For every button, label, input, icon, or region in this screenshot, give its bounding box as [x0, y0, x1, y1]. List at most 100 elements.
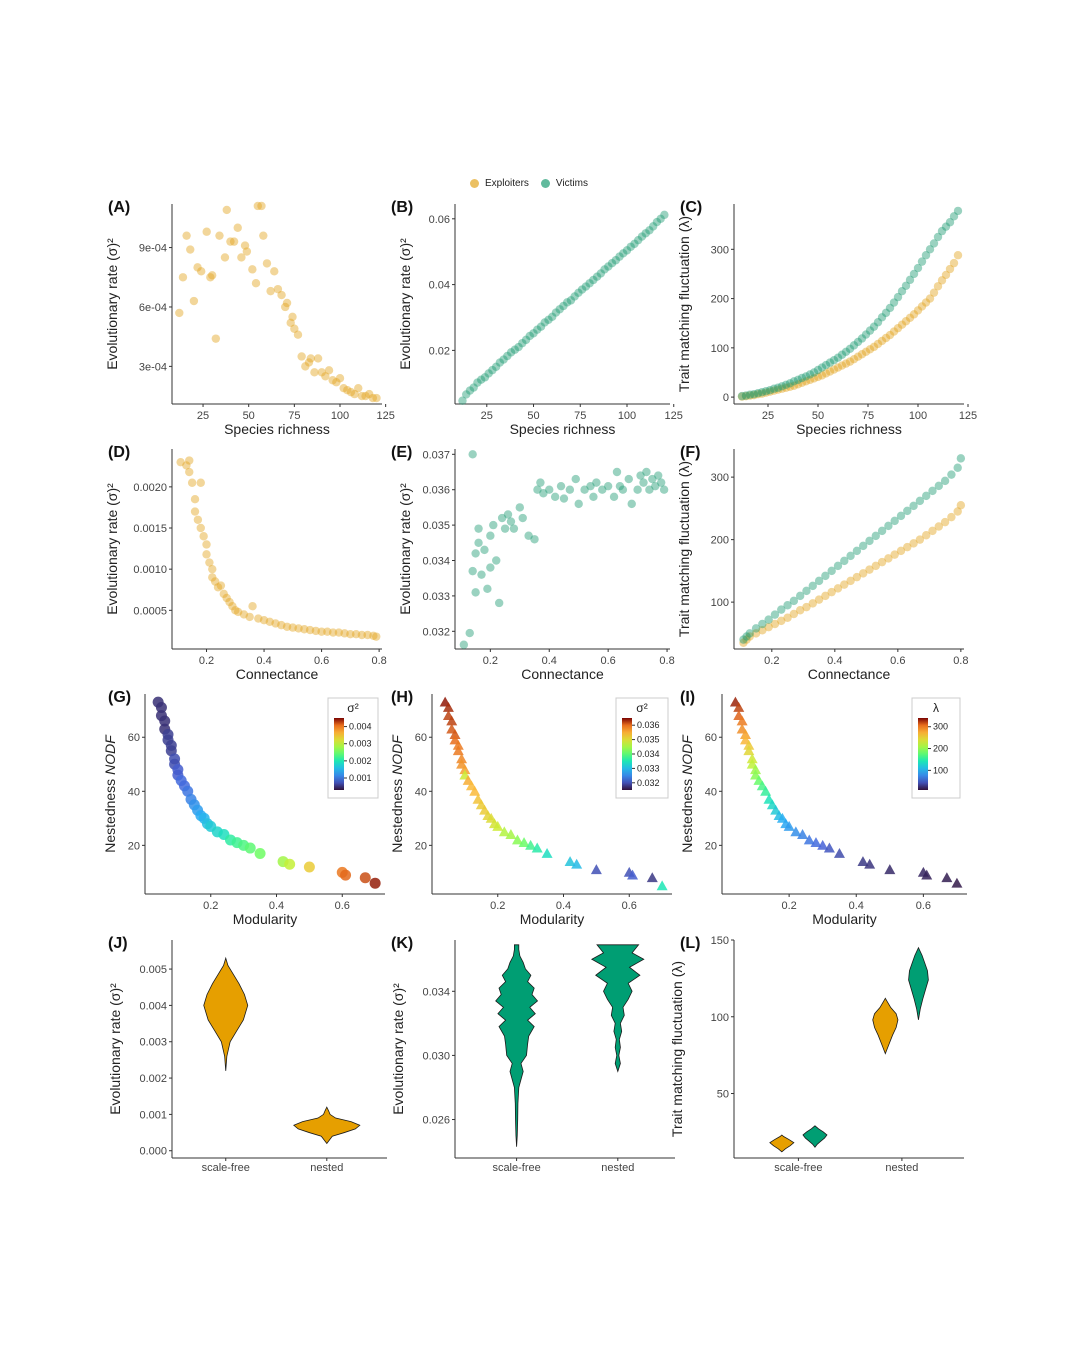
data-point — [745, 632, 754, 641]
data-point — [654, 471, 663, 480]
x-axis-label: Modularity — [233, 911, 298, 927]
data-point — [471, 588, 480, 597]
data-point — [197, 267, 206, 276]
data-point — [801, 372, 811, 381]
data-point — [761, 388, 771, 397]
data-point — [877, 313, 887, 322]
panel-f: 100 200 300 0.2 0.4 0.6 0.8 Connectance Trait ma… — [676, 449, 968, 682]
data-point — [823, 842, 835, 853]
data-point — [277, 290, 286, 300]
x-tick-label: 125 — [959, 410, 977, 422]
y-tick-label: 0.026 — [422, 1115, 450, 1127]
panel-label-d: (D) — [108, 444, 131, 461]
data-point — [852, 572, 862, 582]
data-point — [193, 515, 203, 524]
y-axis-label: Evolutionary rate (σ)² — [397, 483, 413, 615]
y-tick-label: 200 — [711, 294, 729, 306]
data-point — [873, 318, 883, 327]
data-point — [928, 526, 937, 536]
data-point — [642, 467, 651, 477]
data-point — [814, 576, 824, 586]
data-point — [207, 271, 217, 280]
data-point — [503, 351, 512, 361]
panel-b: 0.02 0.04 0.06 25 50 75 100 125 Species richness… — [397, 204, 683, 437]
colorbar-tick-label: 0.035 — [637, 735, 660, 745]
data-point — [363, 630, 372, 640]
x-tick-label: 125 — [376, 410, 394, 422]
data-point — [641, 229, 650, 238]
y-axis-label: Nestedness NODF — [389, 734, 405, 853]
data-point — [925, 245, 935, 254]
panel-c: 0 100 200 300 25 50 75 100 125 Species richness Tr… — [676, 204, 977, 437]
data-point — [933, 232, 943, 242]
data-point — [618, 485, 628, 494]
data-point — [921, 298, 931, 307]
data-point — [281, 302, 290, 312]
x-tick-label: 0.4 — [256, 655, 271, 667]
data-point — [596, 269, 606, 278]
data-point — [310, 368, 319, 377]
data-point — [607, 259, 617, 268]
y-tick-label: 0.000 — [139, 1146, 167, 1158]
data-point — [503, 510, 513, 519]
colorbar-tick-label: 100 — [933, 765, 948, 775]
x-tick-label: 0.6 — [601, 655, 616, 667]
data-point — [885, 303, 895, 313]
y-tick-label: 0.002 — [139, 1073, 167, 1085]
data-point — [947, 470, 956, 479]
data-point — [458, 396, 467, 405]
y-tick-label: 40 — [128, 786, 140, 798]
x-tick-label: 50 — [243, 410, 255, 422]
data-point — [603, 481, 613, 491]
colorbar-tick-label: 0.034 — [637, 749, 660, 759]
data-point — [564, 856, 576, 866]
data-point — [202, 227, 211, 236]
data-point — [793, 380, 803, 389]
violin — [293, 1106, 361, 1145]
data-point — [300, 625, 309, 634]
panel-label-a: (A) — [108, 199, 131, 216]
colorbar-tick-label: 0.001 — [349, 773, 372, 783]
data-point — [339, 383, 348, 393]
x-tick-label: 0.6 — [314, 655, 329, 667]
x-tick-label: 0.4 — [849, 900, 864, 912]
data-point — [777, 605, 786, 614]
data-point — [809, 368, 819, 377]
data-point — [857, 856, 869, 866]
data-point — [574, 499, 583, 509]
data-point — [627, 869, 639, 880]
y-tick-label: 0.037 — [422, 449, 450, 461]
data-point — [746, 753, 758, 764]
data-point — [858, 569, 868, 578]
data-point — [590, 864, 602, 875]
data-point — [624, 474, 633, 484]
data-point — [893, 292, 903, 302]
data-point — [809, 374, 819, 383]
data-point — [615, 252, 624, 261]
data-point — [865, 536, 874, 546]
data-point — [915, 496, 925, 506]
data-point — [456, 753, 468, 764]
violin — [769, 1134, 795, 1153]
y-tick-label: 0.034 — [422, 556, 450, 568]
x-tick-label: 100 — [909, 410, 927, 422]
data-point — [928, 486, 937, 496]
y-tick-label: 0.04 — [429, 280, 450, 292]
data-point — [301, 362, 310, 371]
x-tick-label: 25 — [197, 410, 209, 422]
data-point — [933, 282, 943, 291]
data-point — [873, 339, 883, 349]
data-point — [332, 378, 341, 387]
data-point — [541, 847, 553, 858]
data-point — [761, 386, 771, 396]
data-point — [570, 292, 579, 301]
data-point — [324, 366, 334, 375]
x-tick-label: 100 — [331, 410, 349, 422]
data-point — [555, 305, 564, 314]
data-point — [225, 597, 234, 607]
x-axis-label: Connectance — [236, 666, 319, 682]
data-point — [949, 212, 959, 221]
data-point — [656, 880, 668, 891]
data-point — [817, 839, 829, 850]
